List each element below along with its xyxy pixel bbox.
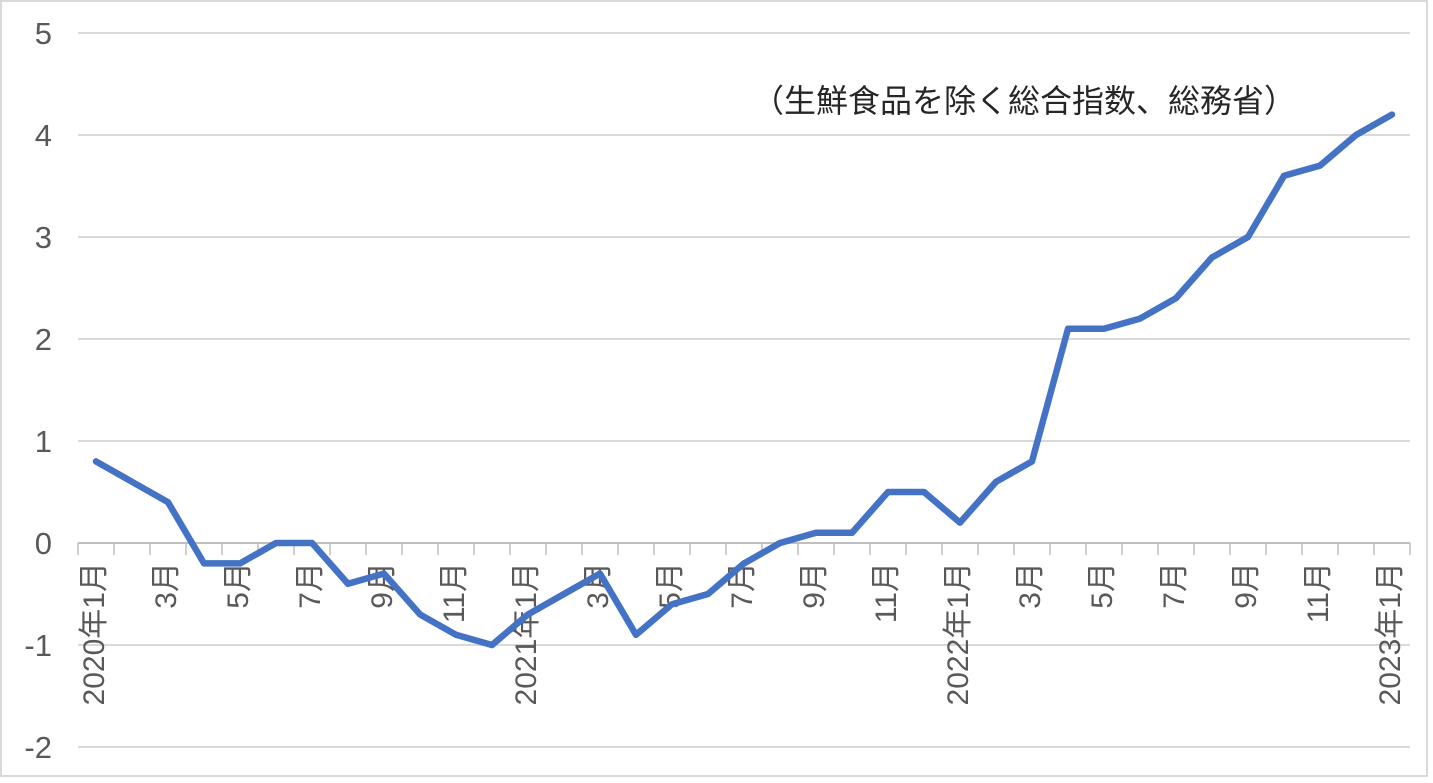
chart-title: （生鮮食品を除く総合指数、総務省） [752, 83, 1297, 119]
y-axis-label: -2 [24, 730, 52, 765]
y-axis-label: 0 [35, 526, 52, 561]
x-axis-label: 3月 [150, 562, 183, 609]
x-axis-label: 9月 [1230, 562, 1263, 609]
y-axis-label: 3 [35, 220, 52, 255]
x-axis-label: 3月 [1014, 562, 1047, 609]
y-axis-label: 5 [35, 16, 52, 51]
x-axis-label: 7月 [1158, 562, 1191, 609]
x-axis-label: 2020年1月 [78, 562, 111, 705]
x-axis-label: 7月 [726, 562, 759, 609]
x-axis-label: 2022年1月 [942, 562, 975, 705]
x-axis-label: 11月 [438, 562, 471, 623]
y-axis-label: 4 [35, 118, 52, 153]
x-axis-label: 5月 [1086, 562, 1119, 609]
x-axis-label: 2021年1月 [510, 562, 543, 705]
x-axis-label: 11月 [1302, 562, 1335, 623]
x-axis-label: 7月 [294, 562, 327, 609]
y-axis-label: -1 [24, 628, 52, 663]
x-axis-label: 9月 [798, 562, 831, 609]
x-axis-label: 2023年1月 [1374, 562, 1407, 705]
x-axis-label: 5月 [222, 562, 255, 609]
y-axis-label: 1 [35, 424, 52, 459]
cpi-series-line [92, 111, 1396, 649]
y-axis-label: 2 [35, 322, 52, 357]
x-axis-label: 11月 [870, 562, 903, 623]
